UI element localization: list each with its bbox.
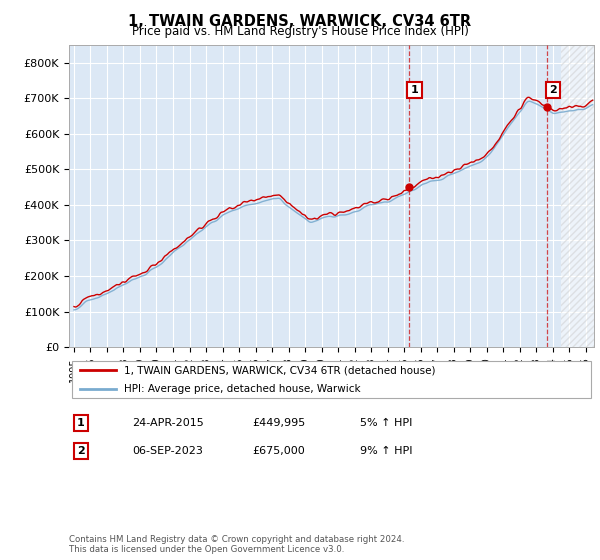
Text: £449,995: £449,995 bbox=[252, 418, 305, 428]
Bar bbox=[561, 45, 594, 347]
Text: 06-SEP-2023: 06-SEP-2023 bbox=[132, 446, 203, 456]
Text: 1, TWAIN GARDENS, WARWICK, CV34 6TR: 1, TWAIN GARDENS, WARWICK, CV34 6TR bbox=[128, 14, 472, 29]
Text: Contains HM Land Registry data © Crown copyright and database right 2024.
This d: Contains HM Land Registry data © Crown c… bbox=[69, 535, 404, 554]
Text: 24-APR-2015: 24-APR-2015 bbox=[132, 418, 204, 428]
Text: 1: 1 bbox=[77, 418, 85, 428]
FancyBboxPatch shape bbox=[71, 361, 592, 398]
Text: 1, TWAIN GARDENS, WARWICK, CV34 6TR (detached house): 1, TWAIN GARDENS, WARWICK, CV34 6TR (det… bbox=[124, 365, 436, 375]
Text: 5% ↑ HPI: 5% ↑ HPI bbox=[360, 418, 412, 428]
Text: £675,000: £675,000 bbox=[252, 446, 305, 456]
Text: 9% ↑ HPI: 9% ↑ HPI bbox=[360, 446, 413, 456]
Text: 1: 1 bbox=[411, 85, 418, 95]
Text: 2: 2 bbox=[549, 85, 557, 95]
Text: Price paid vs. HM Land Registry's House Price Index (HPI): Price paid vs. HM Land Registry's House … bbox=[131, 25, 469, 38]
Text: 2: 2 bbox=[77, 446, 85, 456]
Text: HPI: Average price, detached house, Warwick: HPI: Average price, detached house, Warw… bbox=[124, 384, 361, 394]
